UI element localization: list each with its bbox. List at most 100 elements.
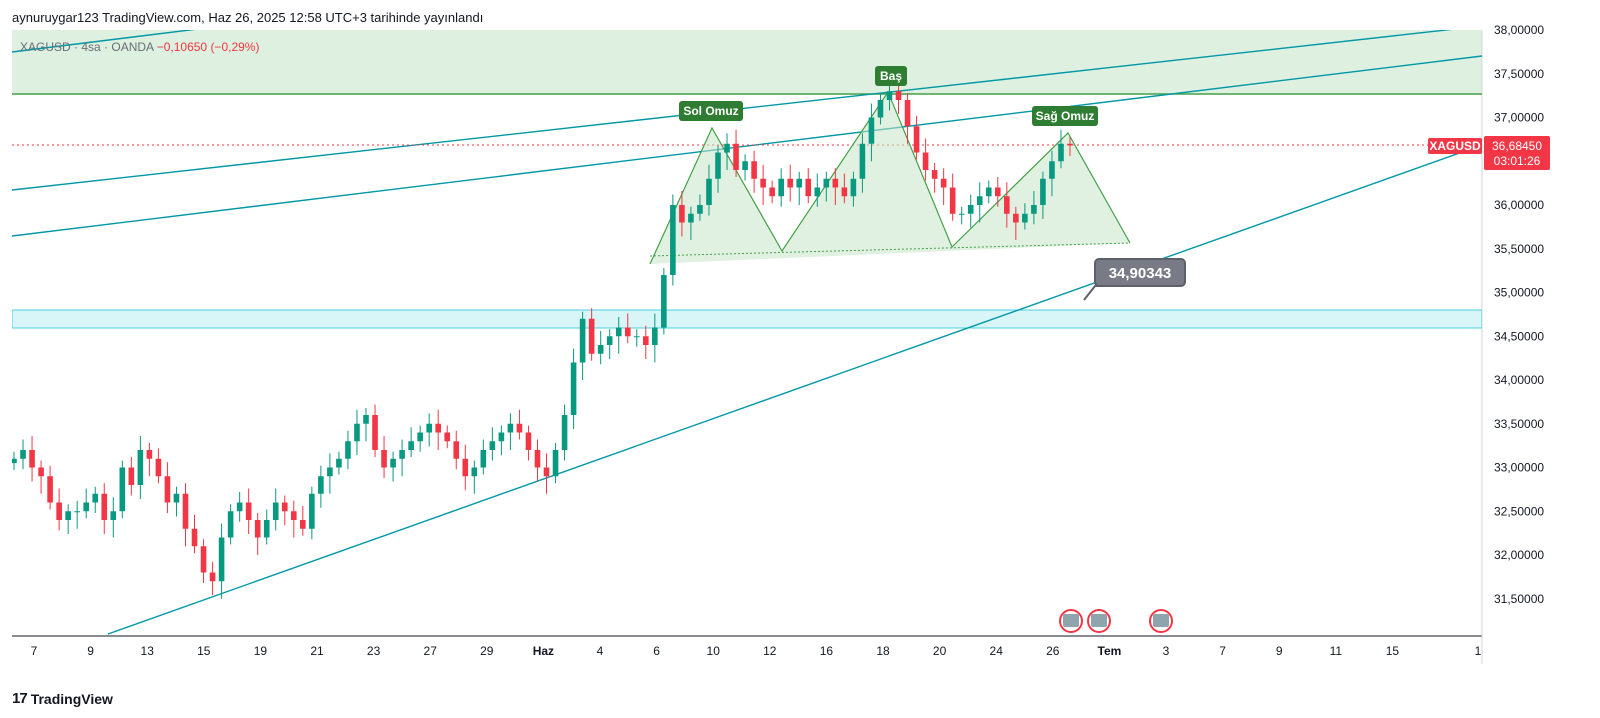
- candle-body: [868, 117, 875, 144]
- candle-body: [561, 415, 568, 450]
- candle-body: [615, 327, 622, 337]
- candle-body: [552, 450, 559, 477]
- y-tick-label: 34,00000: [1494, 373, 1544, 387]
- x-tick-label: 10: [707, 644, 721, 658]
- hs-pattern-fill: [650, 92, 1130, 264]
- candle-body: [1031, 205, 1037, 214]
- candle-body: [92, 493, 99, 503]
- candle-body: [931, 170, 938, 179]
- candle-body: [715, 152, 721, 179]
- x-tick-label: Tem: [1098, 644, 1122, 658]
- candle-body: [642, 336, 649, 345]
- trend-line-mid: [12, 55, 1482, 237]
- support-zone: [12, 309, 1482, 329]
- candle-body: [913, 126, 920, 153]
- candle-body: [940, 178, 947, 188]
- x-tick-label: 12: [763, 644, 777, 658]
- candle-body: [272, 502, 279, 520]
- candle-body: [1040, 178, 1046, 205]
- x-axis-labels: 7 9 13 15 19 21 23 27 29 Haz 4 6 10 12 16 18 20 24 26 Tem 3 7…: [31, 644, 1482, 658]
- candle-body: [354, 423, 360, 442]
- candle-body: [119, 467, 126, 512]
- y-tick-label: 37,00000: [1494, 111, 1544, 125]
- x-tick-label: 3: [1163, 644, 1170, 658]
- candle-body: [724, 143, 730, 153]
- candle-body: [155, 458, 162, 477]
- candle-body: [633, 336, 640, 338]
- candle-body: [796, 178, 803, 188]
- candle-body: [300, 520, 306, 529]
- candle-body: [408, 441, 414, 450]
- price-callout[interactable]: 34,90343: [1083, 258, 1186, 301]
- right-shoulder-text: Sağ Omuz: [1036, 109, 1095, 123]
- candle-body: [985, 187, 992, 197]
- candle-body: [742, 161, 748, 170]
- y-tick-label: 36,00000: [1494, 198, 1544, 212]
- candle-body: [652, 327, 658, 345]
- candle-body: [697, 205, 703, 214]
- trend-line-upper: [12, 30, 1453, 191]
- publish-info: aynuruygar123 TradingView.com, Haz 26, 2…: [12, 10, 484, 25]
- head-text: Baş: [880, 69, 902, 83]
- candle-body: [832, 178, 839, 188]
- x-tick-label: 27: [424, 644, 438, 658]
- footer-brand-text: TradingView: [30, 690, 113, 707]
- candle-body: [29, 450, 35, 468]
- candle-body: [12, 458, 17, 464]
- price-tag-countdown: 03:01:26: [1494, 154, 1541, 168]
- candle-body: [706, 178, 712, 205]
- candle-body: [606, 336, 613, 345]
- symbol-label[interactable]: XAGUSD · 4sa · OANDA: [20, 40, 154, 54]
- candle-body: [859, 143, 866, 179]
- y-tick-label: 35,00000: [1494, 286, 1544, 300]
- candle-body: [760, 178, 766, 188]
- hs-neckline: [649, 242, 1131, 257]
- x-tick-label: 19: [254, 644, 268, 658]
- price-tag-symbol: XAGUSD: [1429, 139, 1481, 153]
- candle-body: [787, 178, 794, 188]
- event-icon-1[interactable]: [1059, 609, 1083, 633]
- candle-body: [281, 502, 288, 512]
- candle-body: [453, 441, 460, 459]
- candle-body: [318, 476, 324, 494]
- label-left-shoulder[interactable]: Sol Omuz: [679, 101, 743, 121]
- price-tag[interactable]: XAGUSD 36,68450 03:01:26: [1428, 136, 1550, 170]
- candle-body: [128, 467, 135, 485]
- event-icon-2[interactable]: [1087, 609, 1111, 633]
- candle-body: [498, 432, 505, 442]
- candle-body: [110, 511, 117, 520]
- footer-brand[interactable]: 17 TradingView: [12, 690, 113, 707]
- candle-body: [877, 100, 884, 118]
- candle-body: [336, 458, 342, 468]
- candle-body: [227, 511, 234, 538]
- candle-body: [570, 362, 577, 415]
- y-tick-label: 37,50000: [1494, 67, 1544, 81]
- candle-body: [471, 467, 478, 477]
- label-head[interactable]: Baş: [875, 66, 907, 86]
- candle-body: [101, 493, 108, 520]
- candle-body: [74, 511, 80, 513]
- candle-body: [363, 415, 369, 424]
- candle-body: [895, 91, 902, 100]
- y-tick-label: 32,50000: [1494, 504, 1544, 518]
- label-right-shoulder[interactable]: Sağ Omuz: [1032, 106, 1098, 126]
- candle-body: [218, 537, 225, 582]
- candles-group: [12, 77, 1073, 599]
- candle-body: [841, 187, 848, 197]
- candle-body: [1067, 143, 1073, 146]
- change-label: −0,10650 (−0,29%): [156, 40, 260, 54]
- candle-body: [146, 450, 153, 459]
- x-tick-label: 20: [933, 644, 947, 658]
- y-tick-label: 32,00000: [1494, 548, 1544, 562]
- candle-body: [525, 432, 532, 450]
- candle-body: [922, 152, 929, 170]
- candle-body: [426, 423, 432, 433]
- x-tick-label: 15: [197, 644, 211, 658]
- candle-body: [1022, 213, 1028, 223]
- event-icon-3[interactable]: [1149, 609, 1173, 633]
- candle-body: [507, 423, 514, 433]
- candle-body: [597, 345, 604, 354]
- x-tick-label: 29: [480, 644, 494, 658]
- candle-body: [949, 187, 956, 214]
